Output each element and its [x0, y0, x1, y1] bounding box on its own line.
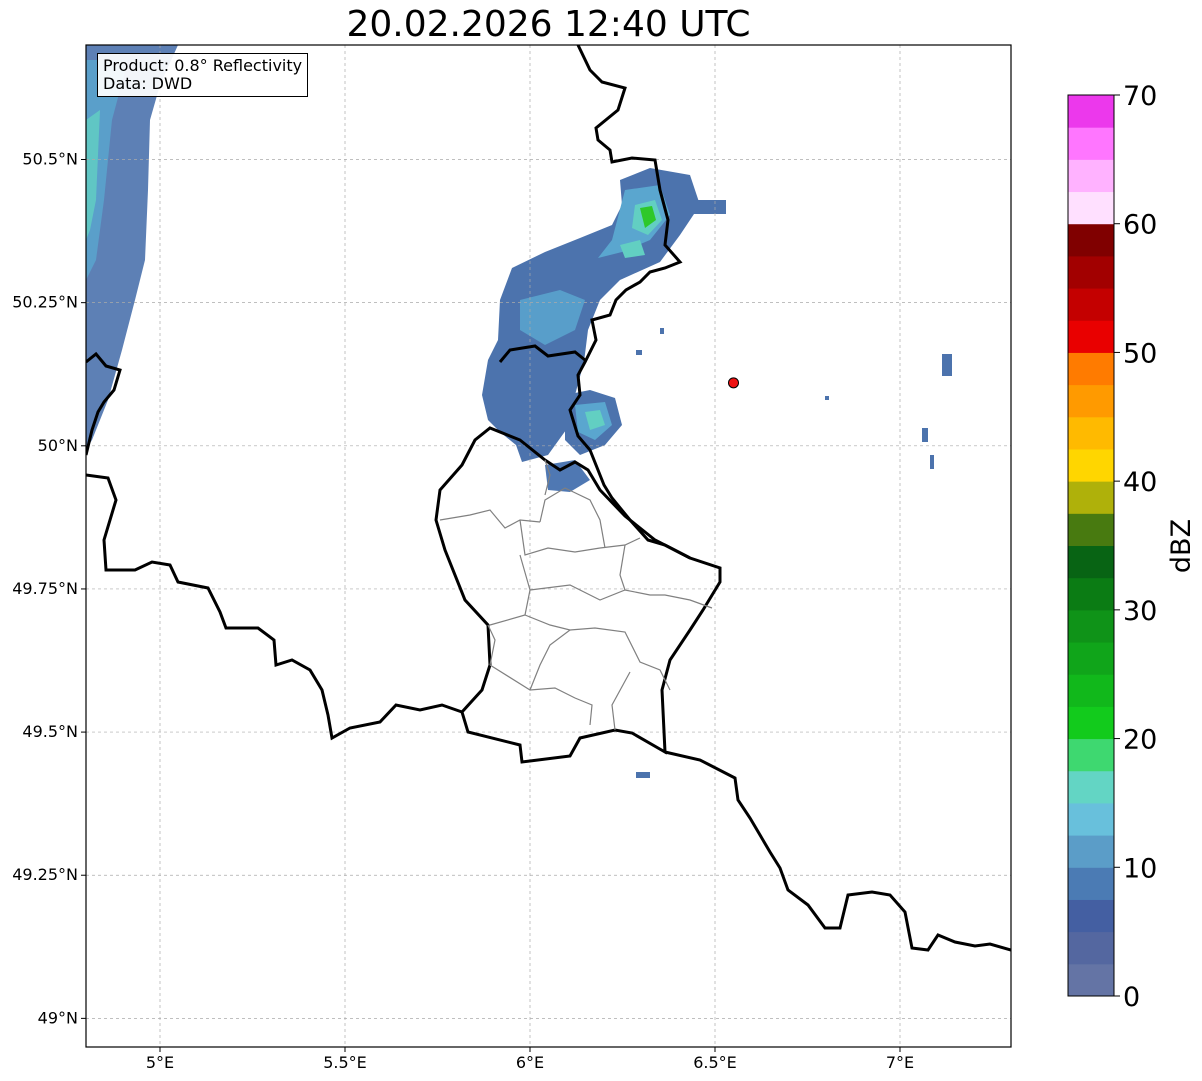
colorbar-swatch — [1068, 545, 1114, 579]
colorbar-tick-label: 60 — [1123, 210, 1157, 241]
be-fr-border — [86, 473, 463, 741]
colorbar-swatch — [1068, 609, 1114, 643]
lon-tick-label: 5°E — [146, 1053, 174, 1072]
map-title: 20.02.2026 12:40 UTC — [346, 4, 751, 45]
info-box: Product: 0.8° Reflectivity Data: DWD — [97, 53, 309, 97]
colorbar-tick-label: 10 — [1123, 853, 1157, 884]
colorbar-swatch — [1068, 481, 1114, 514]
colorbar-ticks: 0 10 20 30 40 50 60 70 — [1114, 81, 1157, 1013]
lat-tick-label: 49.75°N — [12, 579, 78, 598]
lat-tick-label: 49.5°N — [22, 722, 78, 741]
lon-tick-label: 7°E — [886, 1053, 914, 1072]
lat-tick-label: 50.25°N — [12, 293, 78, 312]
colorbar-swatch — [1068, 448, 1114, 482]
colorbar-swatch — [1068, 513, 1114, 546]
colorbar-swatch — [1068, 738, 1114, 772]
be-north-border — [498, 344, 586, 363]
colorbar-swatch — [1068, 191, 1114, 225]
radar-echoes — [86, 45, 952, 778]
colorbar-swatch — [1068, 127, 1114, 160]
colorbar-swatches — [1068, 95, 1114, 997]
colorbar-swatch — [1068, 384, 1114, 418]
luxembourg-border — [434, 426, 722, 764]
fr-de-border — [664, 750, 1011, 952]
lat-tick-label: 49°N — [38, 1008, 78, 1027]
colorbar-swatch — [1068, 867, 1114, 900]
gridlines — [86, 45, 1011, 1047]
colorbar-swatch — [1068, 577, 1114, 611]
map-frame — [85, 44, 1012, 1048]
colorbar-swatch — [1068, 255, 1114, 289]
lat-tick-label: 49.25°N — [12, 865, 78, 884]
colorbar-tick-label: 50 — [1123, 338, 1157, 369]
colorbar-tick-label: 70 — [1123, 81, 1157, 112]
data-source-label: Data: DWD — [103, 74, 193, 93]
colorbar-tick-label: 0 — [1123, 982, 1140, 1013]
colorbar-swatch — [1068, 320, 1114, 353]
lat-tick-label: 50.5°N — [22, 150, 78, 169]
colorbar-swatch — [1068, 223, 1114, 257]
colorbar-swatch — [1068, 95, 1114, 128]
country-borders — [86, 45, 1011, 952]
radar-site-dot — [728, 377, 739, 389]
lon-tick-label: 6°E — [516, 1053, 544, 1072]
colorbar-tick-label: 20 — [1123, 725, 1157, 756]
colorbar-swatch — [1068, 642, 1114, 675]
colorbar-tick-label: 30 — [1123, 596, 1157, 627]
radar-site-marker[interactable] — [728, 377, 739, 389]
colorbar-label: dBZ — [1166, 519, 1197, 573]
colorbar-swatch — [1068, 931, 1114, 965]
lat-tick-label: 50°N — [38, 436, 78, 455]
colorbar-swatch — [1068, 416, 1114, 450]
colorbar-swatch — [1068, 674, 1114, 707]
colorbar-swatch — [1068, 802, 1114, 836]
be-nl-border — [86, 351, 122, 456]
longitude-ticks: 5°E 5.5°E 6°E 6.5°E 7°E — [146, 1047, 914, 1072]
colorbar-frame — [1067, 94, 1115, 997]
colorbar-tick-label: 40 — [1123, 467, 1157, 498]
colorbar-swatch — [1068, 963, 1114, 997]
luxembourg-cantons — [439, 459, 713, 731]
colorbar-swatch — [1068, 288, 1114, 321]
colorbar-swatch — [1068, 159, 1114, 193]
product-label: Product: 0.8° Reflectivity — [103, 56, 303, 75]
colorbar-swatch — [1068, 899, 1114, 933]
colorbar-swatch — [1068, 352, 1114, 386]
latitude-ticks: 49°N 49.25°N 49.5°N 49.75°N 50°N 50.25°N 50.5°… — [12, 150, 86, 1027]
lon-tick-label: 6.5°E — [693, 1053, 737, 1072]
lon-tick-label: 5.5°E — [323, 1053, 367, 1072]
colorbar-swatch — [1068, 835, 1114, 868]
be-de-border — [568, 45, 691, 560]
colorbar-swatch — [1068, 770, 1114, 804]
colorbar-swatch — [1068, 706, 1114, 740]
